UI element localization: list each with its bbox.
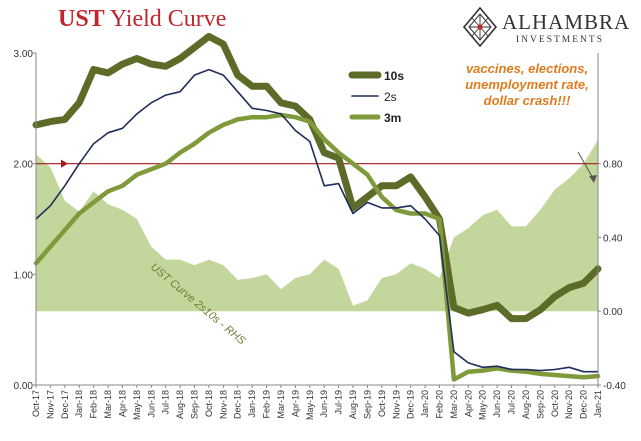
x-tick-label: Aug-18 bbox=[175, 390, 185, 419]
x-tick-label: Feb-19 bbox=[262, 390, 272, 419]
x-tick-label: Apr-19 bbox=[290, 390, 300, 417]
x-tick-label: May-20 bbox=[478, 390, 488, 420]
x-tick-label: Aug-19 bbox=[348, 390, 358, 419]
series-area-2s10s bbox=[36, 139, 598, 312]
x-tick-label: Nov-19 bbox=[391, 390, 401, 419]
x-tick-label: Jul-20 bbox=[507, 390, 517, 415]
annotation: vaccines, elections, unemployment rate, … bbox=[465, 61, 589, 108]
right-tick-label: 0.00 bbox=[603, 307, 623, 318]
left-tick-label: 2.00 bbox=[14, 160, 34, 171]
x-tick-label: Oct-19 bbox=[377, 390, 387, 417]
x-tick-label: Sep-19 bbox=[362, 390, 372, 419]
right-tick-label: 0.40 bbox=[603, 233, 623, 244]
x-tick-label: Jan-19 bbox=[247, 390, 257, 418]
x-tick-label: Dec-19 bbox=[406, 390, 416, 419]
x-tick-label: Dec-20 bbox=[579, 390, 589, 419]
diamond-lattice-icon bbox=[462, 6, 498, 48]
x-tick-label: Oct-20 bbox=[550, 390, 560, 417]
x-tick-label: Apr-20 bbox=[463, 390, 473, 417]
x-tick-label: Jan-20 bbox=[420, 390, 430, 418]
x-tick-label: May-18 bbox=[132, 390, 142, 420]
x-tick-label: Jun-20 bbox=[492, 390, 502, 418]
x-tick-label: Jul-18 bbox=[161, 390, 171, 415]
title-rest: Yield Curve bbox=[109, 6, 227, 32]
x-tick-label: Apr-18 bbox=[117, 390, 127, 417]
x-tick-label: Jun-18 bbox=[146, 390, 156, 418]
legend-label-2s: 2s bbox=[384, 90, 397, 104]
x-tick-label: Feb-18 bbox=[89, 390, 99, 419]
title-bold: UST bbox=[58, 6, 105, 32]
series-line-10s bbox=[32, 32, 602, 323]
x-tick-label: Dec-18 bbox=[233, 390, 243, 419]
right-tick-label: 0.80 bbox=[603, 160, 623, 171]
x-tick-label: Aug-20 bbox=[521, 390, 531, 419]
x-tick-label: Nov-20 bbox=[564, 390, 574, 419]
series-line-3m bbox=[33, 112, 601, 382]
x-tick-label: Oct-17 bbox=[31, 390, 41, 417]
logo-sub: INVESTMENTS bbox=[516, 35, 604, 45]
x-tick-label: Feb-20 bbox=[434, 390, 444, 419]
legend-label-3m: 3m bbox=[384, 111, 401, 125]
x-tick-label: Jan-21 bbox=[593, 390, 603, 418]
x-tick-label: Mar-20 bbox=[449, 390, 459, 419]
logo-brand: ALHAMBRA bbox=[502, 10, 631, 34]
series-line-2s bbox=[35, 68, 599, 373]
x-tick-label: Dec-17 bbox=[60, 390, 70, 419]
x-tick-label: Mar-19 bbox=[276, 390, 286, 419]
legend-label-10s: 10s bbox=[384, 69, 404, 83]
x-tick-label: Sep-18 bbox=[190, 390, 200, 419]
annotation-arrow bbox=[577, 151, 595, 181]
x-tick-label: Nov-18 bbox=[218, 390, 228, 419]
x-tick-label: Sep-20 bbox=[535, 390, 545, 419]
left-tick-label: 0.00 bbox=[14, 381, 34, 392]
x-tick-label: Jul-19 bbox=[334, 390, 344, 415]
x-tick-label: Jan-18 bbox=[74, 390, 84, 418]
left-tick-label: 3.00 bbox=[14, 49, 34, 60]
chart-title: UST Yield Curve bbox=[58, 6, 226, 33]
annotation-arrowhead bbox=[589, 175, 597, 183]
logo: ALHAMBRA INVESTMENTS bbox=[462, 6, 637, 50]
x-tick-label: Mar-18 bbox=[103, 390, 113, 419]
x-tick-label: Nov-17 bbox=[45, 390, 55, 419]
left-tick-label: 1.00 bbox=[14, 270, 34, 281]
x-tick-label: Oct-18 bbox=[204, 390, 214, 417]
right-tick-label: -0.40 bbox=[603, 381, 626, 392]
x-tick-label: May-19 bbox=[305, 390, 315, 420]
x-tick-label: Jun-19 bbox=[319, 390, 329, 418]
reference-arrow bbox=[61, 159, 68, 168]
